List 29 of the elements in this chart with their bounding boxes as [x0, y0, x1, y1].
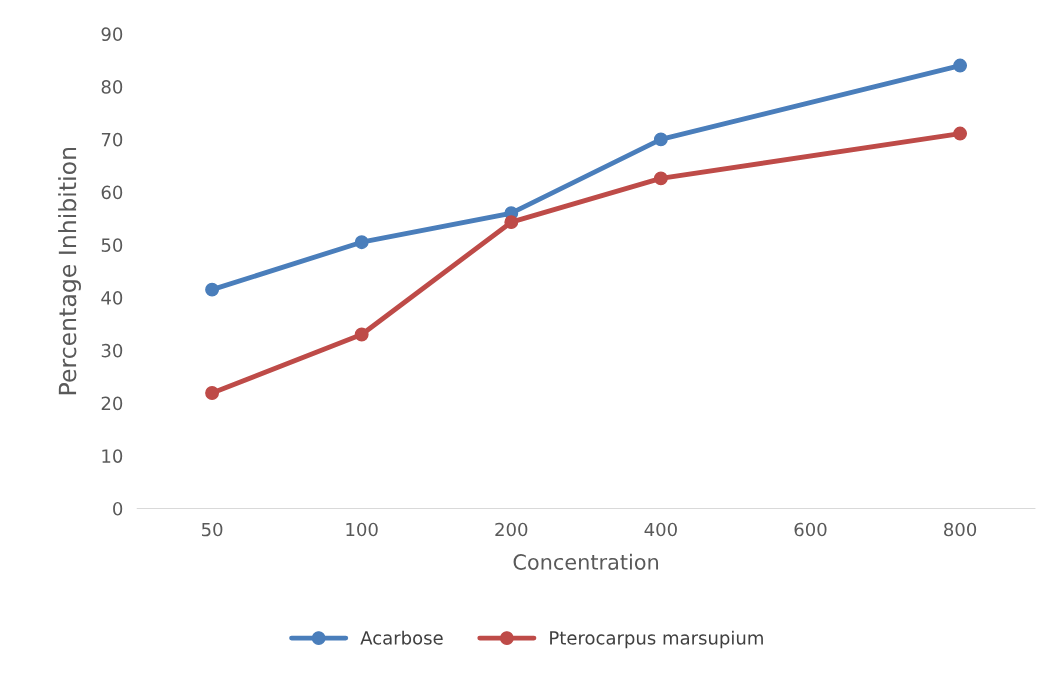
y-tick-label: 0 [113, 501, 123, 516]
y-tick-label: 30 [101, 343, 123, 358]
y-tick-label: 70 [101, 132, 123, 147]
y-tick-label: 10 [102, 449, 123, 463]
point [953, 126, 968, 141]
x-tick-label: 400 [644, 522, 677, 537]
x-tick-label: 600 [794, 522, 827, 537]
y-tick-label: 20 [101, 396, 123, 411]
point [653, 171, 668, 186]
x-tick-label: 800 [944, 522, 977, 537]
y-axis-title: Percentage Inhibition [58, 147, 81, 395]
legend-label: Acarbose [360, 630, 443, 645]
point [205, 386, 220, 400]
point [354, 235, 369, 250]
legend-label: Pterocarpus marsupium [550, 630, 763, 649]
x-tick-label: 50 [201, 522, 223, 537]
x-tick-label: 200 [495, 522, 528, 537]
point [653, 132, 668, 147]
x-tick-label: 100 [346, 522, 378, 537]
x-axis-title: Concentration [513, 553, 658, 570]
y-tick-label: 50 [101, 238, 123, 252]
point [354, 327, 369, 342]
point [205, 282, 220, 297]
y-tick-label: 60 [101, 185, 123, 200]
point [504, 215, 519, 230]
point [953, 58, 968, 73]
y-tick-label: 80 [101, 80, 123, 94]
y-tick-label: 90 [101, 27, 123, 42]
y-tick-label: 40 [101, 291, 123, 305]
